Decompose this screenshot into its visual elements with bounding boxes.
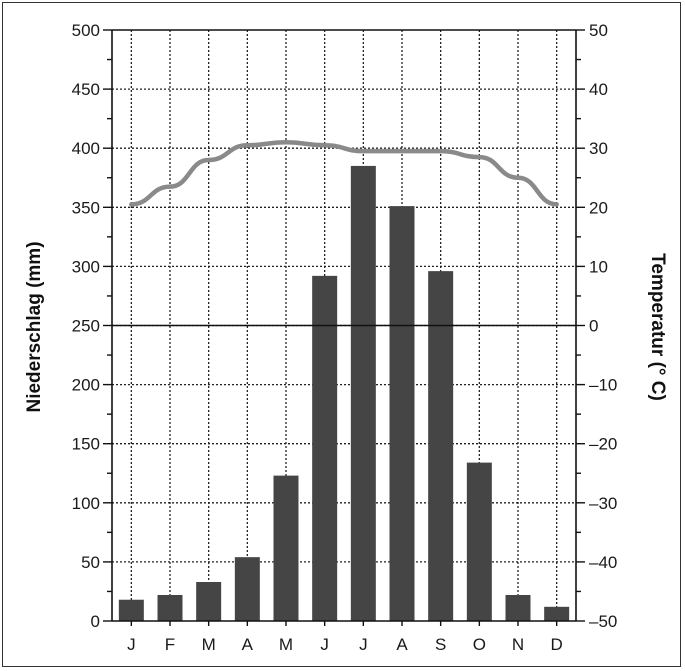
- month-label: S: [435, 635, 446, 654]
- left-tick-label: 250: [72, 317, 100, 336]
- month-label: F: [165, 635, 175, 654]
- right-tick-label: –50: [589, 612, 617, 631]
- left-tick-label: 300: [72, 257, 100, 276]
- tick-label-layer: 050100150200250300350400450500–50–40–30–…: [72, 21, 618, 654]
- right-tick-label: –30: [589, 494, 617, 513]
- month-label: J: [127, 635, 136, 654]
- precipitation-bar: [389, 206, 415, 622]
- right-axis-title: Temperatur (° C): [647, 253, 668, 401]
- precipitation-bar: [118, 599, 144, 621]
- temperature-line: [129, 140, 559, 207]
- right-tick-label: –40: [589, 553, 617, 572]
- temperature-line-layer: [112, 140, 576, 327]
- precipitation-bar: [234, 557, 260, 621]
- right-tick-label: 20: [589, 198, 608, 217]
- month-label: D: [551, 635, 563, 654]
- month-label: M: [202, 635, 216, 654]
- month-label: J: [320, 635, 329, 654]
- right-tick-label: –10: [589, 376, 617, 395]
- precipitation-bar: [350, 165, 376, 621]
- left-tick-label: 350: [72, 198, 100, 217]
- precipitation-bar: [466, 462, 492, 621]
- precipitation-bar: [157, 594, 183, 621]
- right-tick-label: 50: [589, 21, 608, 40]
- left-tick-label: 450: [72, 80, 100, 99]
- left-tick-label: 50: [81, 553, 100, 572]
- precipitation-bar: [196, 581, 222, 621]
- left-tick-label: 100: [72, 494, 100, 513]
- left-tick-label: 150: [72, 435, 100, 454]
- right-tick-label: 30: [589, 139, 608, 158]
- month-label: M: [279, 635, 293, 654]
- precipitation-bar: [428, 271, 454, 621]
- left-tick-label: 0: [91, 612, 100, 631]
- month-label: O: [473, 635, 486, 654]
- left-tick-label: 200: [72, 376, 100, 395]
- precipitation-bar: [505, 594, 531, 621]
- right-tick-label: 40: [589, 80, 608, 99]
- left-axis-title: Niederschlag (mm): [24, 241, 45, 412]
- left-tick-label: 400: [72, 139, 100, 158]
- precipitation-bar: [312, 275, 338, 621]
- left-tick-label: 500: [72, 21, 100, 40]
- right-tick-label: 0: [589, 317, 598, 336]
- precipitation-bars: [118, 165, 570, 622]
- axis-layer: [103, 29, 585, 626]
- right-tick-label: –20: [589, 435, 617, 454]
- precipitation-bar: [273, 475, 299, 621]
- precipitation-bar: [544, 606, 570, 621]
- month-label: A: [396, 635, 408, 654]
- month-label: J: [359, 635, 368, 654]
- right-tick-label: 10: [589, 257, 608, 276]
- month-label: N: [512, 635, 524, 654]
- month-label: A: [242, 635, 254, 654]
